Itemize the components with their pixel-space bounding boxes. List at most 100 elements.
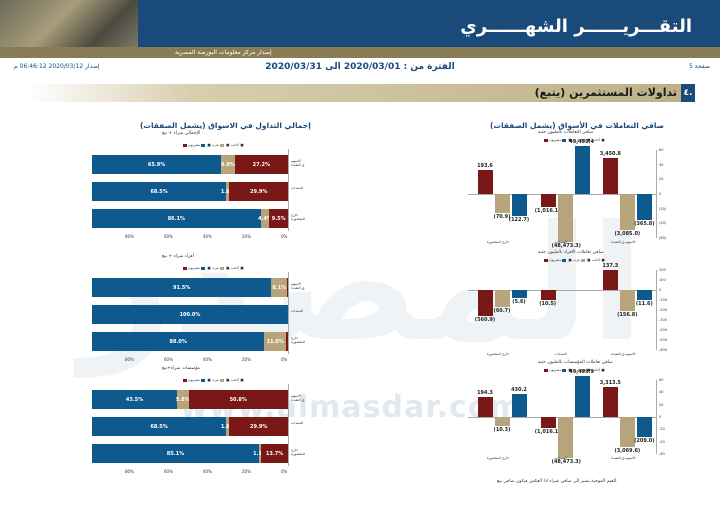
axis-tick: 20% bbox=[242, 469, 251, 474]
legend: أجانب ■ عرب ■ مصريون ■ bbox=[182, 266, 244, 270]
x-category: السندات bbox=[554, 352, 567, 356]
axis-tick: 20% bbox=[242, 234, 251, 239]
y-tick: 20 bbox=[659, 177, 664, 182]
axis-tick: 40% bbox=[203, 234, 212, 239]
zero-line bbox=[468, 290, 656, 291]
bar-segment: 86.1% bbox=[92, 209, 261, 228]
y-tick: (40) bbox=[659, 221, 667, 226]
value-bar bbox=[495, 417, 510, 427]
bar-segment: 1.6% bbox=[221, 417, 235, 436]
axis-tick: 20% bbox=[242, 357, 251, 362]
report-period: الفترة من : 2020/03/01 الى 2020/03/31 bbox=[265, 62, 455, 72]
chart-title: صافي التعاملات بالمليون جنيه bbox=[538, 130, 594, 135]
value-label: (70.9) bbox=[493, 214, 511, 221]
axis-tick: 60% bbox=[164, 234, 173, 239]
value-label: (365.8) bbox=[634, 221, 655, 228]
legend-item: عرب ■ bbox=[567, 368, 586, 372]
axis-tick: 40% bbox=[203, 357, 212, 362]
value-label: (122.7) bbox=[508, 216, 530, 223]
right-panel-title: صافي التعاملات في الأسواق (يشمل الصفقات) bbox=[490, 121, 664, 130]
bar-segment: 8.1% bbox=[271, 278, 288, 297]
x-category: خارج المقصورة bbox=[486, 456, 510, 460]
axis-tick: 0% bbox=[281, 357, 288, 362]
value-bar bbox=[540, 417, 556, 428]
value-label: 193.6 bbox=[477, 163, 493, 170]
section-title: تداولات المستثمرين (يتبع) bbox=[534, 86, 677, 99]
value-bar bbox=[603, 386, 619, 417]
bar-segment: 11.0% bbox=[264, 332, 287, 351]
y-tick: 20 bbox=[659, 402, 664, 407]
legend-item: مصريون ■ bbox=[549, 258, 605, 262]
legend-item: أجانب ■ bbox=[543, 138, 600, 142]
stacked-bar: 43.5% 5.8% 50.8% bbox=[92, 390, 288, 409]
legend-item: مصريون ■ bbox=[188, 143, 244, 147]
footnote: القيم الموجبة تشير الى صافي شراء اذا الع… bbox=[497, 479, 618, 484]
axis-line bbox=[288, 384, 289, 466]
y-tick: 200 bbox=[659, 268, 666, 272]
stacked-bar: 65.9% 6.9% 27.2% bbox=[92, 155, 288, 174]
value-bar bbox=[637, 194, 653, 221]
value-bar bbox=[478, 170, 493, 194]
legend-item: أجانب ■ bbox=[182, 378, 239, 382]
y-tick: (20) bbox=[659, 206, 667, 211]
value-bar bbox=[512, 290, 527, 298]
value-label: (209.0) bbox=[634, 438, 655, 445]
legend: أجانب ■ عرب ■ مصريون ■ bbox=[182, 378, 244, 382]
legend-item: مصريون ■ bbox=[549, 368, 605, 372]
value-bar bbox=[512, 194, 527, 216]
value-label: (560.9) bbox=[474, 316, 496, 323]
chart-title: صافي تعاملات المؤسسات بالمليون جنيه bbox=[538, 360, 613, 365]
value-label: 194.3 bbox=[477, 390, 493, 397]
left-panel-title: إجمالي التداول في الاسواق (يشمل الصفقات) bbox=[140, 121, 311, 130]
y-tick: 100 bbox=[659, 278, 666, 282]
stacked-bar: 85.1% 1.1% 13.7% bbox=[92, 444, 288, 463]
value-bar bbox=[637, 290, 653, 301]
bar-segment: 100.0% bbox=[92, 305, 288, 324]
report-header: التقـــريــــــر الشهــــــري إصدار مركز… bbox=[0, 0, 720, 58]
bar-segment: 1.1% bbox=[253, 444, 267, 463]
legend-item: أجانب ■ bbox=[182, 143, 239, 147]
value-label: (11.6) bbox=[635, 301, 653, 308]
stacked-bar: 68.5% 1.6% 29.9% bbox=[92, 182, 288, 201]
value-bar bbox=[620, 194, 636, 230]
legend-item: أجانب ■ bbox=[182, 266, 239, 270]
legend-item: أجانب ■ bbox=[543, 258, 600, 262]
y-tick: -400 bbox=[659, 328, 667, 332]
bar-segment bbox=[287, 278, 288, 297]
value-bar bbox=[557, 417, 573, 458]
y-tick: 0 bbox=[659, 192, 662, 196]
x-category: الاسهم ق.التقيدة bbox=[611, 240, 636, 244]
legend: أجانب ■ عرب ■ مصريون ■ bbox=[543, 368, 605, 372]
x-category: السندات bbox=[554, 240, 567, 244]
group-title: مؤسسات شراء+بيع bbox=[162, 366, 200, 371]
bar-segment bbox=[286, 332, 288, 351]
bar-segment: 5.8% bbox=[176, 390, 190, 409]
value-bar bbox=[574, 376, 590, 417]
legend-item: عرب ■ bbox=[206, 266, 225, 270]
bar-segment: 68.5% bbox=[92, 182, 227, 201]
y-tick: -20 bbox=[659, 427, 665, 432]
y-tick: -600 bbox=[659, 348, 667, 352]
axis-line bbox=[288, 272, 289, 354]
value-label: (48,473.3) bbox=[551, 458, 581, 465]
axis-tick: 60% bbox=[164, 357, 173, 362]
axis-line bbox=[288, 149, 289, 231]
value-label: (5.6) bbox=[512, 298, 526, 305]
axis-tick: 80% bbox=[125, 234, 134, 239]
x-category: خارج المقصورة bbox=[486, 352, 510, 356]
bar-segment: 6.9% bbox=[221, 155, 235, 174]
value-label: (1,016.1) bbox=[534, 428, 561, 435]
bar-segment: 27.2% bbox=[234, 155, 288, 174]
y-tick: 0 bbox=[659, 415, 662, 419]
value-label: (3,085.0) bbox=[614, 230, 641, 237]
axis-tick: 0% bbox=[281, 234, 288, 239]
stacked-bar: 100.0% bbox=[92, 305, 288, 324]
x-category: السندات bbox=[554, 456, 567, 460]
value-label: (3,069.6) bbox=[614, 448, 641, 455]
issue-date: إصدار 2020/03/12 06:46:12 م bbox=[14, 63, 100, 70]
axis-tick: 80% bbox=[125, 357, 134, 362]
y-tick: 40 bbox=[659, 162, 664, 167]
value-label: (156.8) bbox=[617, 311, 638, 318]
stacked-bar: 91.5% 8.1% bbox=[92, 278, 288, 297]
value-bar bbox=[603, 269, 619, 290]
